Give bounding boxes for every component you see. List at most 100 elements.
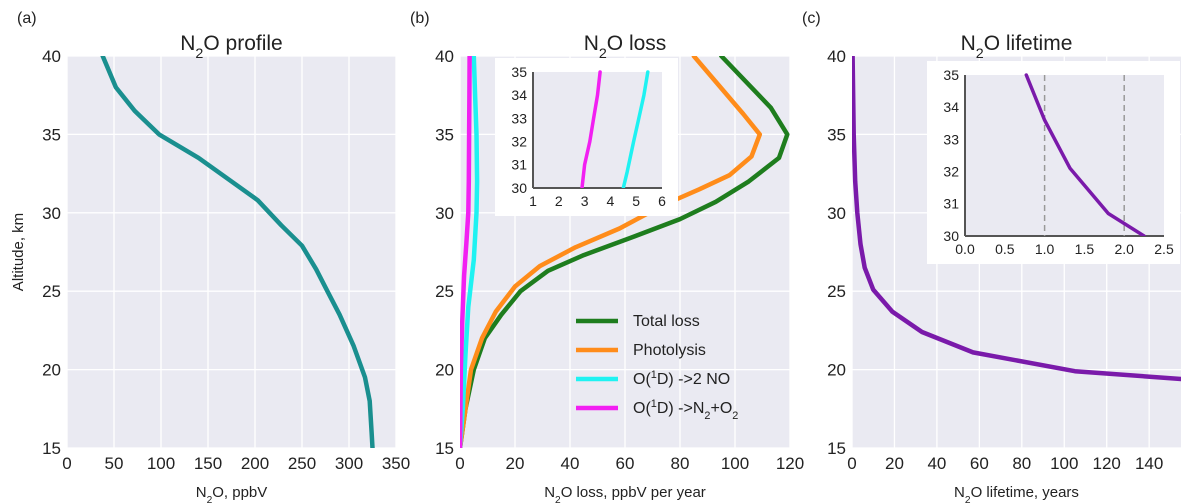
x-tick-label: 0.0 [955,241,975,257]
x-tick-label: 100 [721,454,749,473]
x-tick-label: 4 [607,193,615,209]
x-tick-label: 80 [1012,454,1031,473]
y-tick-label: 20 [435,361,454,380]
y-tick-label: 20 [827,361,846,380]
panel-letter: (c) [802,10,821,27]
x-tick-label: 20 [885,454,904,473]
y-tick-label: 40 [827,47,846,66]
x-tick-label: 0 [455,454,464,473]
x-tick-label: 80 [671,454,690,473]
panel-title: N2O lifetime [961,32,1073,62]
x-tick-label: 350 [382,454,410,473]
x-tick-label: 1.5 [1075,241,1095,257]
x-tick-label: 2.0 [1114,241,1134,257]
legend-entry: Total loss [633,313,700,330]
x-tick-label: 60 [970,454,989,473]
series-line-purple [852,56,1181,382]
y-tick-label: 32 [943,164,959,180]
panel-a: 0 50 100 150 200 250 300 350 15 20 25 30 35 40 (a) N2O … [10,10,410,504]
series-line-teal [100,56,375,448]
series-line-cyan [621,70,650,188]
y-tick-label: 20 [42,361,61,380]
series-line-total-loss [460,56,790,448]
x-tick-label: 20 [506,454,525,473]
y-tick-label: 33 [943,131,959,147]
x-tick-label: 120 [776,454,804,473]
y-tick-label: 25 [42,282,61,301]
y-tick-label: 30 [435,204,454,223]
y-tick-label: 25 [435,282,454,301]
y-tick-label: 35 [42,125,61,144]
x-tick-label: 40 [561,454,580,473]
x-axis-label: N2O, ppbV [196,484,268,504]
x-tick-label: 5 [632,193,640,209]
inset-series-group [1024,73,1146,236]
x-tick-label: 2 [555,193,563,209]
inset: 0.0 0.5 1.0 1.5 2.0 2.5 30 31 32 33 34 35 [927,61,1180,264]
x-axis-label: N2O lifetime, years [954,484,1079,504]
y-tick-label: 30 [943,228,959,244]
y-tick-label: 40 [435,47,454,66]
plot-area [67,56,396,448]
legend-entry: Photolysis [633,342,706,359]
x-tick-label: 60 [616,454,635,473]
y-tick-label: 15 [435,439,454,458]
x-tick-label: 2.5 [1154,241,1174,257]
series-line-purple [1024,73,1146,236]
panel-title: N2O profile [180,32,282,62]
series-group [100,56,375,448]
series-line-o-1d-2-no [460,56,480,448]
x-tick-label: 100 [1050,454,1078,473]
legend: Total loss Photolysis O(1D) ->2 NO O(1D) ->… [576,313,738,422]
y-tick-label: 35 [827,125,846,144]
y-tick-label: 35 [511,64,527,80]
legend-entry: O(1D) ->2 NO [633,369,730,388]
x-tick-label: 250 [288,454,316,473]
x-tick-label: 3 [581,193,589,209]
y-tick-label: 34 [511,87,527,103]
x-tick-label: 300 [335,454,363,473]
x-tick-label: 0.5 [995,241,1015,257]
panel-title: N2O loss [584,32,667,62]
x-tick-label: 1 [529,193,537,209]
legend-entry: O(1D) ->N2+O2 [633,398,738,422]
x-tick-label: 120 [1093,454,1121,473]
inset-series-group [580,70,650,188]
y-axis-label: Altitude, km [10,213,27,291]
series-line-photolysis [460,56,763,448]
x-tick-label: 140 [1135,454,1163,473]
panel-c: 0 20 40 60 80 100 120 140 15 20 25 30 35 40 (c) N2O lif… [802,10,1181,504]
y-tick-label: 31 [511,157,527,173]
y-tick-label: 30 [42,204,61,223]
x-tick-label: 40 [927,454,946,473]
x-tick-label: 6 [658,193,666,209]
series-group [460,56,790,448]
x-tick-label: 100 [147,454,175,473]
x-tick-label: 200 [241,454,269,473]
y-tick-label: 35 [435,125,454,144]
y-tick-label: 33 [511,110,527,126]
panel-letter: (b) [410,10,430,27]
y-tick-label: 40 [42,47,61,66]
y-tick-label: 32 [511,134,527,150]
series-line-o-1d-n2-o2 [460,56,472,448]
y-tick-label: 35 [943,67,959,83]
y-tick-label: 30 [827,204,846,223]
series-line-magenta [580,70,602,188]
series-group [852,56,1181,382]
x-tick-label: 150 [194,454,222,473]
y-tick-label: 34 [943,99,959,115]
y-tick-label: 15 [827,439,846,458]
y-tick-label: 25 [827,282,846,301]
y-tick-label: 30 [511,180,527,196]
x-tick-label: 1.0 [1035,241,1055,257]
x-tick-label: 50 [105,454,124,473]
x-axis-label: N2O loss, ppbV per year [544,484,706,504]
x-tick-label: 0 [847,454,856,473]
x-tick-label: 0 [62,454,71,473]
y-tick-label: 31 [943,196,959,212]
y-tick-label: 15 [42,439,61,458]
